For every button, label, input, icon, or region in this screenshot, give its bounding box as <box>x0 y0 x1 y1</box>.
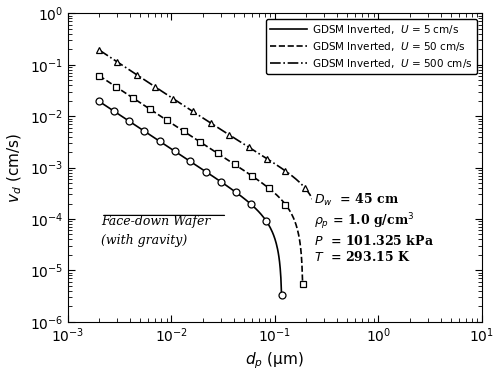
GDSM Inverted,  $U$ = 50 cm/s <box>300 282 306 286</box>
GDSM Inverted,  $U$ = 50 cm/s <box>119 89 125 93</box>
GDSM Inverted,  $U$ = 5 cm/s <box>96 99 102 104</box>
GDSM Inverted,  $U$ = 50 cm/s <box>96 74 102 78</box>
Line: GDSM Inverted,  $U$ = 500 cm/s: GDSM Inverted, $U$ = 500 cm/s <box>99 50 323 261</box>
Line: GDSM Inverted,  $U$ = 5 cm/s: GDSM Inverted, $U$ = 5 cm/s <box>99 101 282 295</box>
Text: Face-down Wafer: Face-down Wafer <box>101 215 210 228</box>
GDSM Inverted,  $U$ = 5 cm/s <box>256 209 262 214</box>
Text: $D_w$  = 45 cm
$\rho_p$ = 1.0 g/cm$^3$
$P$  = 101.325 kPa
$T$  = 293.15 K: $D_w$ = 45 cm $\rho_p$ = 1.0 g/cm$^3$ $P… <box>314 192 434 264</box>
Text: (with gravity): (with gravity) <box>101 234 187 247</box>
GDSM Inverted,  $U$ = 50 cm/s <box>160 115 166 120</box>
GDSM Inverted,  $U$ = 5 cm/s <box>278 293 284 297</box>
GDSM Inverted,  $U$ = 500 cm/s <box>116 61 122 66</box>
Line: GDSM Inverted,  $U$ = 50 cm/s: GDSM Inverted, $U$ = 50 cm/s <box>99 76 302 284</box>
Y-axis label: $v_d$ (cm/s): $v_d$ (cm/s) <box>6 133 24 202</box>
GDSM Inverted,  $U$ = 50 cm/s <box>152 110 158 114</box>
GDSM Inverted,  $U$ = 5 cm/s <box>190 161 196 166</box>
GDSM Inverted,  $U$ = 5 cm/s <box>110 108 116 113</box>
GDSM Inverted,  $U$ = 50 cm/s <box>282 202 288 207</box>
GDSM Inverted,  $U$ = 500 cm/s <box>197 114 203 118</box>
X-axis label: $d_p$ (μm): $d_p$ (μm) <box>246 351 304 371</box>
Legend: GDSM Inverted,  $U$ = 5 cm/s, GDSM Inverted,  $U$ = 50 cm/s, GDSM Inverted,  $U$: GDSM Inverted, $U$ = 5 cm/s, GDSM Invert… <box>266 18 476 74</box>
GDSM Inverted,  $U$ = 500 cm/s <box>96 48 102 52</box>
GDSM Inverted,  $U$ = 50 cm/s <box>193 137 199 141</box>
GDSM Inverted,  $U$ = 5 cm/s <box>260 214 266 218</box>
GDSM Inverted,  $U$ = 500 cm/s <box>288 173 294 177</box>
GDSM Inverted,  $U$ = 500 cm/s <box>293 177 299 181</box>
GDSM Inverted,  $U$ = 50 cm/s <box>184 131 190 136</box>
GDSM Inverted,  $U$ = 500 cm/s <box>147 81 153 86</box>
GDSM Inverted,  $U$ = 500 cm/s <box>108 56 114 60</box>
GDSM Inverted,  $U$ = 500 cm/s <box>320 259 326 264</box>
GDSM Inverted,  $U$ = 5 cm/s <box>264 220 270 224</box>
GDSM Inverted,  $U$ = 5 cm/s <box>196 164 202 169</box>
